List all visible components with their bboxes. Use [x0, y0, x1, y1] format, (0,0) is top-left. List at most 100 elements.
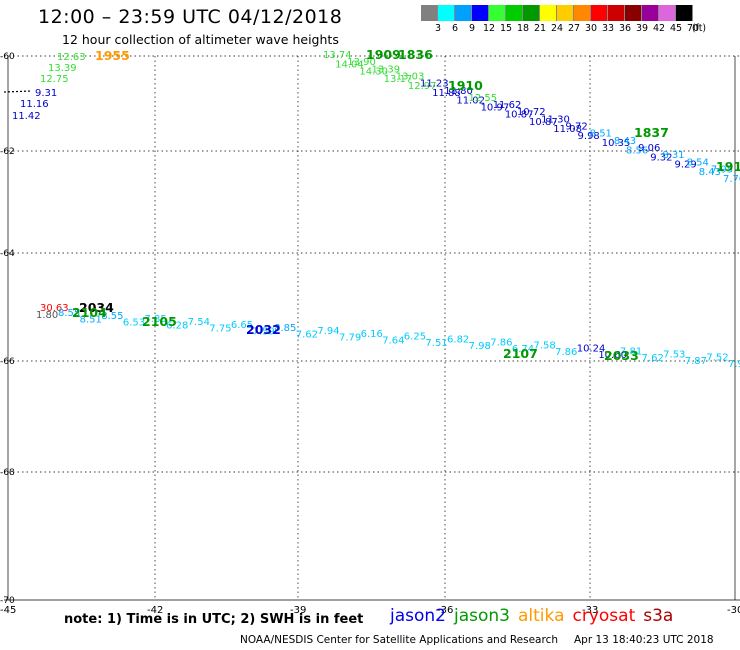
scale-label: 42 — [652, 23, 666, 34]
latitude-label: -68 — [0, 468, 15, 478]
latitude-label: -64 — [0, 249, 15, 259]
map-title: 12:00 – 23:59 UTC 04/12/2018 — [38, 6, 343, 28]
wave-height-label: 13.39 — [371, 64, 400, 75]
wave-height-label: 8.56 — [626, 145, 648, 156]
wave-height-label: 8.31 — [662, 150, 684, 161]
legend-s3a: s3a — [643, 606, 674, 626]
pass-time-label: 1837 — [634, 125, 669, 140]
pass-time-label: 2032 — [246, 322, 281, 337]
wave-height-label: 6.53 — [123, 317, 145, 328]
scale-label: 27 — [567, 23, 581, 34]
wave-height-label: 7.62 — [296, 329, 318, 340]
wave-height-label: 7.51 — [425, 338, 447, 349]
wave-height-label: 7.85 — [144, 314, 166, 325]
wave-height-label: 10.24 — [577, 344, 606, 355]
wave-height-label: 6.74 — [512, 344, 534, 355]
wave-height-label: 7.52 — [706, 353, 728, 364]
wave-height-label: 7.75 — [209, 323, 231, 334]
wave-height-label: 7.53 — [663, 350, 685, 361]
longitude-label: -36 — [437, 605, 453, 616]
wave-height-label: 7.59 — [253, 326, 275, 337]
scale-label: 39 — [635, 23, 649, 34]
wave-height-label: 12.55 — [468, 93, 497, 104]
generated-timestamp: Apr 13 18:40:23 UTC 2018 — [574, 634, 714, 646]
scale-swatch — [574, 5, 591, 21]
wave-height-label: 10.72 — [517, 107, 546, 118]
wave-height-label: 10.60 — [598, 350, 627, 361]
wave-height-label: 8.55 — [58, 308, 80, 319]
wave-height-label: 9.29 — [675, 160, 697, 171]
wave-height-label: 30.63 — [40, 303, 69, 314]
wave-height-label: 8.54 — [687, 157, 709, 168]
legend-altika: altika — [518, 606, 565, 626]
scale-swatch — [676, 5, 693, 21]
wave-height-label: 7.62 — [642, 353, 664, 364]
scale-label: 15 — [499, 23, 513, 34]
wave-height-label: 9.31 — [35, 88, 57, 99]
wave-height-label: 11.30 — [541, 114, 570, 125]
pass-time-label: 2107 — [503, 346, 538, 361]
wave-height-label: 6.65 — [231, 320, 253, 331]
scale-swatch — [489, 5, 506, 21]
legend-jason2: jason2 — [390, 606, 446, 626]
wave-height-label: 11.88 — [432, 88, 461, 99]
wave-height-label: 14.30 — [359, 67, 388, 78]
scale-swatch — [608, 5, 625, 21]
scale-swatch — [557, 5, 574, 21]
legend-jason3: jason3 — [454, 606, 510, 626]
wave-height-label: 7.64 — [382, 335, 404, 346]
latitude-label: -60 — [0, 52, 15, 62]
wave-height-label: 7.86 — [555, 347, 577, 358]
scale-swatch — [506, 5, 523, 21]
footnote: note: 1) Time is in UTC; 2) SWH is in fe… — [64, 612, 364, 627]
scale-label: 45 — [669, 23, 683, 34]
pass-time-label: 1909 — [366, 47, 401, 62]
scale-label: 33 — [601, 23, 615, 34]
wave-height-label: 6.25 — [404, 332, 426, 343]
wave-height-label: 7.87 — [685, 356, 707, 367]
wave-height-label: 11.80 — [444, 86, 473, 97]
latitude-label: -62 — [0, 147, 15, 157]
lat-lon-grid — [3, 55, 740, 601]
wave-height-label: 12.63 — [57, 52, 86, 63]
wave-height-label: 7.95 — [711, 164, 733, 175]
scale-swatch — [642, 5, 659, 21]
scale-swatch — [421, 5, 438, 21]
wave-height-label: 8.51 — [80, 314, 102, 325]
scale-label: 36 — [618, 23, 632, 34]
wave-height-label: 11.42 — [12, 111, 41, 122]
latitude-label: -70 — [0, 596, 15, 606]
longitude-label: -30 — [727, 605, 740, 616]
wave-height-label: 11.08 — [553, 124, 582, 135]
wave-height-label: 11.62 — [493, 100, 522, 111]
longitude-label: -45 — [0, 605, 16, 616]
scale-swatch — [472, 5, 489, 21]
scale-label: 18 — [516, 23, 530, 34]
wave-height-label: 11.16 — [20, 99, 49, 110]
pass-time-label: 2104 — [72, 305, 107, 320]
wave-height-label: 13.03 — [396, 71, 425, 82]
wave-height-tracks: 12.6313.3912.759.3111.1611.4213.7414.041… — [12, 50, 740, 370]
pass-time-label: 1836 — [398, 47, 433, 62]
track-marker-dashes — [3, 90, 33, 93]
wave-height-label: 6.16 — [361, 329, 383, 340]
scale-label: 12 — [482, 23, 496, 34]
pass-time-label: 1910 — [448, 78, 483, 93]
wave-height-label: 7.90 — [728, 359, 740, 370]
pass-time-label: 2105 — [142, 314, 177, 329]
scale-swatch — [523, 5, 540, 21]
map-subtitle: 12 hour collection of altimeter wave hei… — [62, 32, 339, 47]
wave-height-label: 7.54 — [188, 317, 210, 328]
wave-height-label: 7.81 — [620, 347, 642, 358]
wave-height-label: 13.17 — [384, 74, 413, 85]
wave-height-label: 6.82 — [447, 335, 469, 346]
scale-unit: (ft) — [691, 23, 707, 34]
wave-height-label: 11.23 — [420, 79, 449, 90]
wave-height-label: 11.02 — [456, 95, 485, 106]
latitude-label: -66 — [0, 357, 15, 367]
credit-line: NOAA/NESDIS Center for Satellite Applica… — [240, 634, 714, 646]
wave-height-label: 10.87 — [529, 117, 558, 128]
scale-label: 3 — [434, 23, 442, 34]
